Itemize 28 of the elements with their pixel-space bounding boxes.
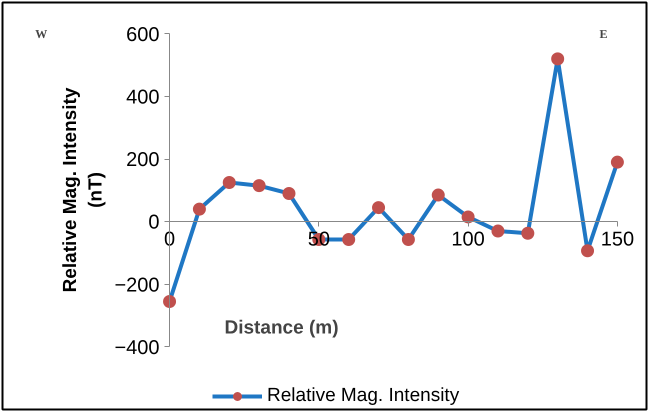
y-tick-label: −400 xyxy=(114,336,160,359)
point xyxy=(551,52,564,66)
point xyxy=(282,186,296,200)
y-tick-label: −200 xyxy=(114,274,160,296)
point xyxy=(163,295,176,308)
y-tick-label: 400 xyxy=(126,86,160,108)
point xyxy=(521,226,534,240)
point xyxy=(342,233,356,246)
point xyxy=(432,188,445,202)
x-tick-label: 150 xyxy=(600,228,634,251)
point xyxy=(610,156,624,169)
y-tick-label: 0 xyxy=(148,212,160,234)
point xyxy=(372,201,386,214)
point xyxy=(252,179,266,192)
y-tick-label: 200 xyxy=(126,149,160,172)
y-tick-label: 600 xyxy=(126,24,160,46)
x-tick-label: 100 xyxy=(451,228,485,251)
y-axis-title: Relative Mag. Intensity (nT) xyxy=(60,87,106,292)
text: W xyxy=(35,26,48,41)
point xyxy=(491,224,504,238)
point xyxy=(581,244,594,258)
point xyxy=(192,202,206,216)
point xyxy=(222,176,236,190)
x-axis-title: Distance (m) xyxy=(224,318,339,339)
annotation: E xyxy=(599,26,608,41)
legend-label: Relative Mag. Intensity xyxy=(267,385,460,407)
point xyxy=(402,233,415,246)
point xyxy=(462,210,475,224)
